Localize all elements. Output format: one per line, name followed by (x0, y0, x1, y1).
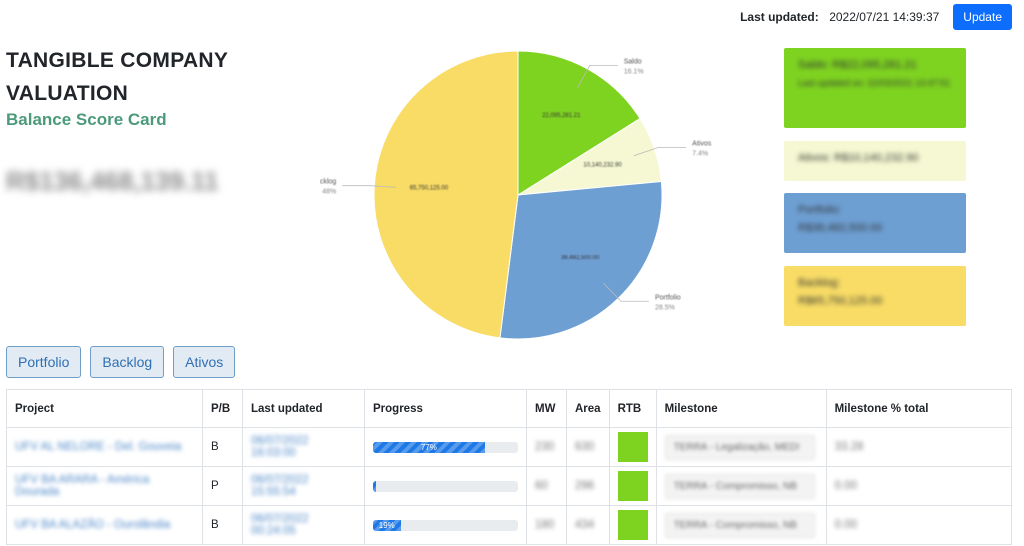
card-saldo-value: Saldo: R$22,095,281.21 (798, 59, 917, 71)
card-portfolio-label: Portfolio: (798, 204, 842, 216)
area-cell: 296 (566, 466, 610, 506)
pie-name-label: Saldo (624, 59, 642, 66)
pie-value-label: 10,140,232.90 (583, 162, 622, 168)
area-cell: 434 (566, 505, 610, 545)
pie-percent-label: 48% (322, 189, 336, 196)
progress-fill: 19% (373, 519, 401, 531)
area-cell: 630 (566, 427, 610, 467)
tab-backlog[interactable]: Backlog (90, 346, 165, 378)
col-milestone: Milestone (655, 389, 827, 428)
pie-leader-line (633, 147, 687, 157)
table-row: UFV AL NELORE - Del. Gouveia B 06/07/2022 … (6, 427, 1013, 467)
col-last-updated: Last updated (242, 389, 365, 428)
col-progress: Progress (364, 389, 527, 428)
last-updated-group: Last updated: 2022/07/21 14:39:37 (740, 8, 939, 26)
progress-bar: 19% (373, 519, 518, 531)
tab-portfolio[interactable]: Portfolio (6, 346, 82, 378)
col-milestone-total: Milestone % total (825, 389, 1013, 428)
rtb-indicator (617, 432, 648, 462)
pie-name-label: Portfolio (655, 294, 681, 301)
pie-leader-line (576, 65, 618, 89)
col-project: Project (6, 389, 203, 428)
tab-ativos[interactable]: Ativos (173, 346, 236, 378)
pie-percent-label: 7.4% (692, 151, 708, 158)
table-row: UFV BA ARARA - América Dourada P 06/07/202… (6, 466, 1013, 506)
milestone-select[interactable]: TERRA - Compromisso, NB (664, 473, 815, 499)
total-valuation: R$136,468,139.11 (6, 166, 219, 196)
rtb-indicator (617, 510, 648, 540)
pie-value-label: 38,482,500.00 (561, 255, 600, 261)
project-link[interactable]: UFV AL NELORE - Del. Gouveia (15, 441, 182, 453)
last-updated-link[interactable]: 06/07/2022 15:55:54 (251, 474, 309, 498)
mw-cell: 60 (526, 466, 567, 506)
projects-table: Project P/B Last updated Progress MW Are… (6, 389, 1013, 545)
pie-leader-line (342, 185, 396, 188)
mw-cell: 230 (526, 427, 567, 467)
col-mw: MW (526, 389, 567, 428)
last-updated-link[interactable]: 06/07/2022 16:03:00 (251, 435, 309, 459)
card-ativos: Ativos: R$10,140,232.90 (784, 141, 966, 181)
pie-value-label: 65,750,125.00 (410, 185, 449, 191)
last-updated-label: Last updated: (740, 10, 819, 24)
card-saldo-updated: Last updated on: 22/03/2021 13:47:51 (798, 78, 951, 88)
progress-bar (373, 480, 518, 492)
progress-bar: 77% (373, 441, 518, 453)
milestone-total-cell: 33.28 (825, 427, 1013, 467)
card-backlog-value: R$65,750,125.00 (798, 295, 883, 307)
rtb-indicator (617, 471, 648, 501)
milestone-select[interactable]: TERRA - Compromisso, NB (664, 512, 815, 538)
pie-leader-line (602, 282, 649, 302)
update-button[interactable]: Update (953, 4, 1012, 30)
page-subtitle: Balance Score Card (6, 110, 167, 129)
last-updated-bar: Last updated: 2022/07/21 14:39:37 Update (740, 4, 1012, 30)
table-header-row: Project P/B Last updated Progress MW Are… (6, 389, 1013, 428)
pb-cell: B (202, 427, 243, 467)
pb-cell: P (202, 466, 243, 506)
table-row: UFV BA ALAZÃO - Ourolândia B 06/07/2022 00… (6, 505, 1013, 545)
last-updated-link[interactable]: 06/07/2022 00:24:05 (251, 513, 309, 537)
page-title: TANGIBLE COMPANY VALUATION (6, 49, 228, 105)
milestone-total-cell: 0.00 (825, 466, 1013, 506)
pb-cell: B (202, 505, 243, 545)
pie-slice-backlog[interactable] (373, 50, 519, 339)
pie-percent-label: 28.5% (655, 304, 675, 311)
card-backlog: Backlog: R$65,750,125.00 (784, 266, 966, 326)
pie-name-label: Backlog (320, 179, 336, 186)
card-portfolio-value: R$38,482,500.00 (798, 222, 883, 234)
mw-cell: 180 (526, 505, 567, 545)
card-ativos-value: Ativos: R$10,140,232.90 (798, 152, 919, 164)
project-link[interactable]: UFV BA ALAZÃO - Ourolândia (15, 519, 171, 531)
col-area: Area (566, 389, 610, 428)
col-rtb: RTB (608, 389, 657, 428)
project-link[interactable]: UFV BA ARARA - América Dourada (15, 474, 150, 498)
milestone-select[interactable]: TERRA - Legalização, MED! (664, 434, 815, 460)
col-pb: P/B (202, 389, 243, 428)
card-portfolio: Portfolio: R$38,482,500.00 (784, 193, 966, 253)
card-backlog-label: Backlog: (798, 277, 841, 289)
progress-fill (373, 480, 376, 492)
pie-value-label: 22,095,281.21 (542, 113, 581, 119)
last-updated-value: 2022/07/21 14:39:37 (829, 10, 940, 24)
milestone-total-cell: 0.00 (825, 505, 1013, 545)
pie-name-label: Ativos (692, 141, 712, 148)
card-saldo: Saldo: R$22,095,281.21 Last updated on: … (784, 48, 966, 128)
pie-percent-label: 16.1% (624, 69, 644, 76)
progress-fill: 77% (373, 441, 485, 453)
valuation-pie-chart: 22,095,281.21 Saldo 16.1% 10,140,232.90 Ativ… (320, 50, 712, 340)
view-tabs: Portfolio Backlog Ativos (6, 346, 236, 378)
